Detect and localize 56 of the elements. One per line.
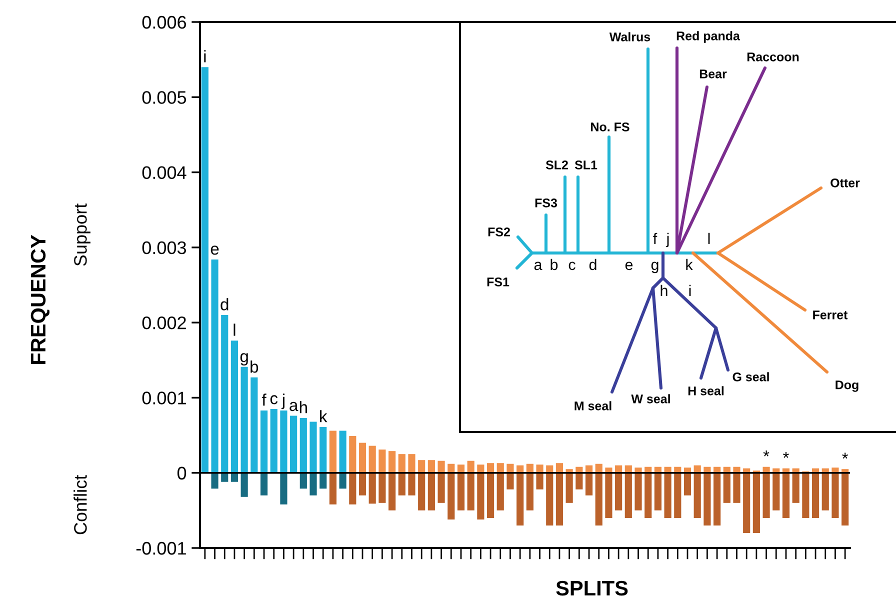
annotation: Bear bbox=[700, 70, 727, 78]
x-axis-title: SPLITS bbox=[556, 580, 628, 596]
annotation: i bbox=[689, 284, 691, 296]
annotation: FS1 bbox=[487, 278, 510, 286]
annotation: c bbox=[568, 262, 576, 270]
y-tick-label: -0.001 bbox=[136, 542, 186, 555]
annotation: SL2 bbox=[546, 160, 568, 170]
text: Support bbox=[74, 204, 90, 266]
data-label: c bbox=[270, 395, 278, 404]
data-label: * bbox=[763, 450, 770, 456]
y-axis-title: FREQUENCY bbox=[30, 234, 50, 364]
annotation: FS3 bbox=[535, 198, 558, 208]
annotation: FS2 bbox=[488, 228, 510, 236]
annotation: h bbox=[660, 284, 668, 296]
annotation: a bbox=[534, 262, 542, 270]
annotation: H seal bbox=[688, 386, 724, 396]
data-label: i bbox=[204, 50, 206, 62]
annotation: k bbox=[686, 258, 693, 270]
data-label: e bbox=[210, 246, 219, 255]
y-tick-label: 0.002 bbox=[142, 316, 186, 330]
annotation: l bbox=[708, 232, 710, 244]
data-label: * bbox=[842, 452, 848, 459]
annotation: SL1 bbox=[574, 160, 598, 170]
annotation: W seal bbox=[631, 394, 670, 404]
annotation: Red panda bbox=[676, 31, 740, 43]
annotation: b bbox=[550, 258, 558, 270]
data-label: j bbox=[281, 394, 284, 410]
y-tick-label: 0.006 bbox=[142, 16, 186, 29]
annotation: f bbox=[653, 232, 658, 244]
data-label: g bbox=[240, 353, 248, 366]
y-tick-label: 0 bbox=[177, 466, 186, 480]
text: Conflict bbox=[74, 475, 87, 534]
annotation: Walrus bbox=[609, 32, 650, 42]
annotation: g bbox=[651, 262, 658, 274]
annotation: e bbox=[625, 262, 633, 270]
annotation: No. FS bbox=[591, 122, 630, 132]
data-label: d bbox=[220, 298, 228, 310]
y-tick-label: 0.003 bbox=[142, 241, 186, 254]
annotation: M seal bbox=[574, 401, 612, 410]
y-tick-label: 0.001 bbox=[142, 392, 186, 404]
annotation: Ferret bbox=[813, 310, 848, 320]
annotation: G seal bbox=[732, 372, 769, 382]
annotation: Otter bbox=[830, 178, 860, 188]
data-label: f bbox=[262, 394, 266, 406]
annotation: Dog bbox=[836, 380, 858, 392]
y-tick-label: 0.005 bbox=[142, 91, 186, 104]
y-tick-label: 0.004 bbox=[142, 166, 186, 180]
data-label: l bbox=[234, 324, 236, 336]
annotation: j bbox=[666, 232, 669, 248]
data-label: b bbox=[250, 360, 258, 373]
data-label: * bbox=[783, 452, 789, 458]
data-label: h bbox=[300, 401, 307, 414]
annotation: d bbox=[589, 258, 596, 270]
data-label: k bbox=[320, 410, 328, 422]
data-label: a bbox=[290, 402, 298, 412]
annotation: Raccoon bbox=[747, 52, 799, 62]
